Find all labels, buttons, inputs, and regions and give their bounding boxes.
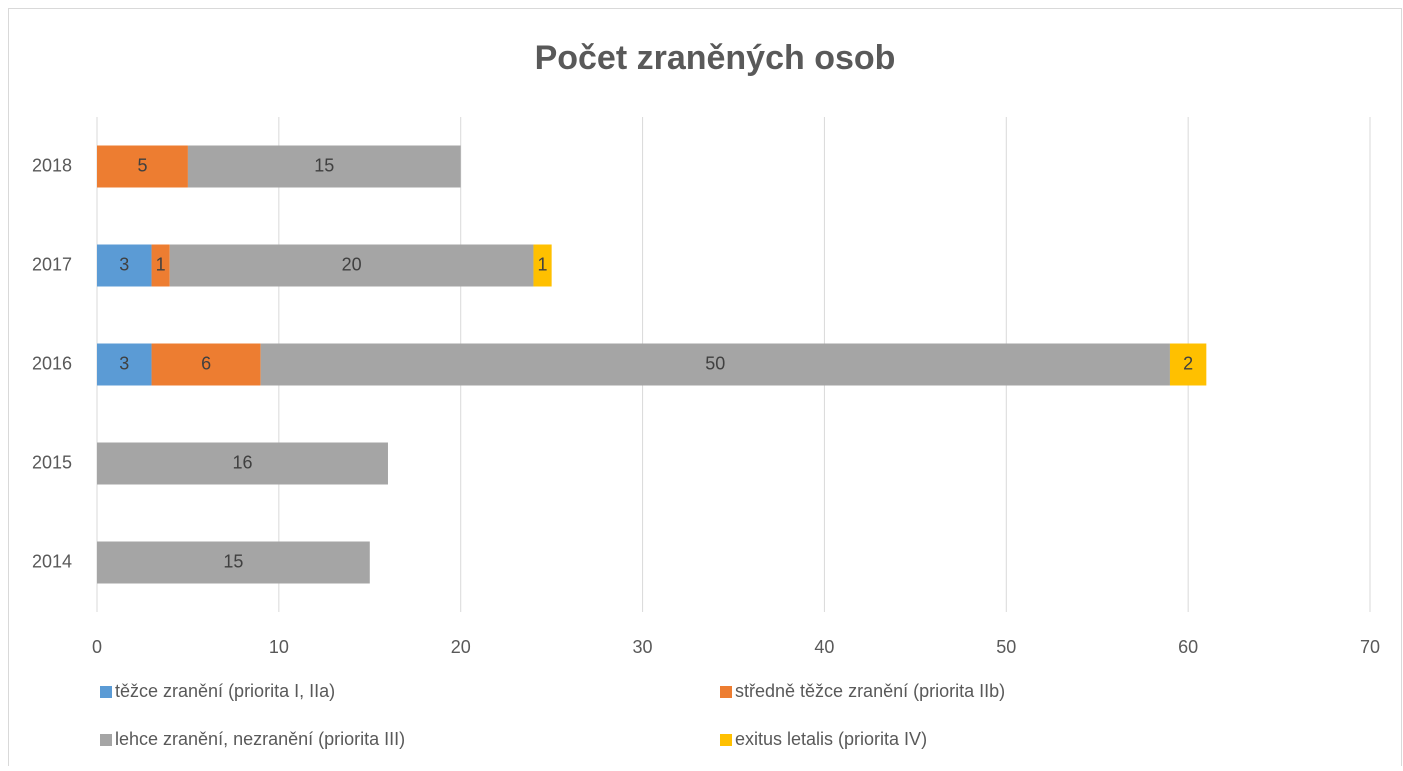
legend-label: lehce zranění, nezranění (priorita III) <box>115 729 405 749</box>
value-label: 15 <box>314 155 334 175</box>
bar-segment <box>187 145 461 188</box>
value-label: 3 <box>119 353 129 373</box>
value-label: 16 <box>232 452 252 472</box>
legend-swatch <box>720 734 732 746</box>
value-label: 50 <box>705 353 725 373</box>
y-tick-label: 2014 <box>32 551 72 571</box>
legend-label: těžce zranění (priorita I, IIa) <box>115 681 335 701</box>
value-label: 1 <box>538 254 548 274</box>
x-tick-label: 10 <box>269 637 289 657</box>
x-tick-label: 40 <box>814 637 834 657</box>
value-label: 5 <box>137 155 147 175</box>
x-tick-label: 0 <box>92 637 102 657</box>
bar-segment <box>1169 343 1207 386</box>
chart-border <box>8 8 1402 771</box>
legend-swatch <box>720 686 732 698</box>
legend-swatch <box>100 686 112 698</box>
bar-segment <box>97 442 388 485</box>
bar-segment <box>97 541 370 584</box>
bar-segment <box>97 343 152 386</box>
value-label: 1 <box>156 254 166 274</box>
x-tick-label: 70 <box>1360 637 1380 657</box>
bar-segment <box>97 145 188 188</box>
y-tick-label: 2015 <box>32 452 72 472</box>
x-tick-label: 20 <box>451 637 471 657</box>
value-label: 6 <box>201 353 211 373</box>
bar-segment <box>151 244 170 287</box>
value-label: 15 <box>223 551 243 571</box>
y-tick-label: 2017 <box>32 254 72 274</box>
legend-label: středně těžce zranění (priorita IIb) <box>735 681 1005 701</box>
bar-segment <box>533 244 552 287</box>
x-tick-label: 30 <box>633 637 653 657</box>
value-label: 20 <box>342 254 362 274</box>
x-tick-label: 50 <box>996 637 1016 657</box>
bar-segment <box>151 343 261 386</box>
y-tick-label: 2018 <box>32 155 72 175</box>
legend-label: exitus letalis (priorita IV) <box>735 729 927 749</box>
value-label: 2 <box>1183 353 1193 373</box>
x-tick-label: 60 <box>1178 637 1198 657</box>
value-label: 3 <box>119 254 129 274</box>
bar-segment <box>97 244 152 287</box>
chart-title: Počet zraněných osob <box>535 39 896 77</box>
legend-swatch <box>100 734 112 746</box>
bar-segment <box>260 343 1170 386</box>
bar-segment <box>169 244 534 287</box>
y-tick-label: 2016 <box>32 353 72 373</box>
